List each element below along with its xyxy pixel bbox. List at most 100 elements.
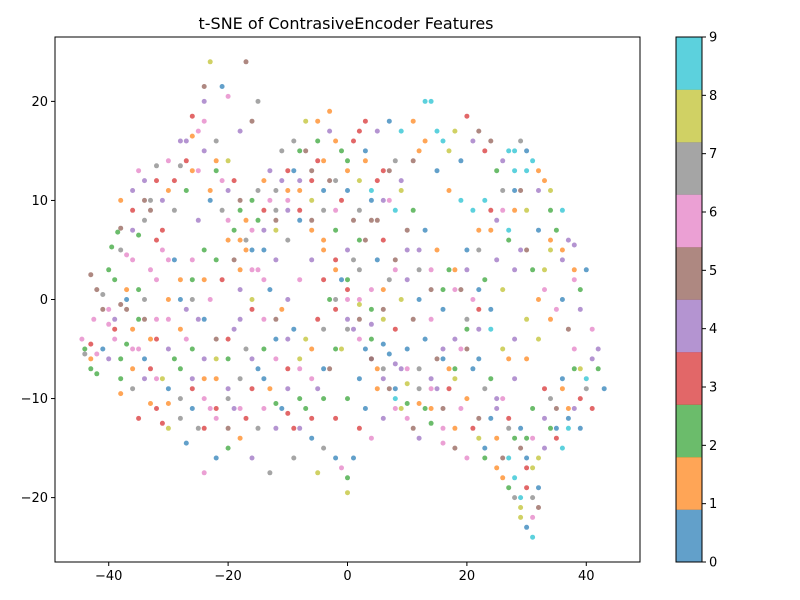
data-point [464,316,470,322]
data-point [476,287,482,293]
data-point [440,406,446,411]
data-point [165,297,171,302]
data-point [368,217,374,223]
data-point [470,425,476,431]
data-point [386,168,392,174]
data-point [201,277,207,283]
data-point [518,425,524,431]
data-point [243,217,249,223]
data-point [189,277,195,283]
colorbar-tick-label: 1 [709,497,717,512]
data-point [476,435,482,441]
data-point [237,128,243,134]
y-axis: −20 −10 0 10 20 [21,95,55,506]
data-point [440,138,446,144]
x-axis: −40 −20 0 20 40 [95,562,595,584]
data-point [327,178,333,184]
data-point [559,386,565,392]
data-point [219,178,225,184]
data-point [356,297,362,302]
data-point [428,287,434,293]
data-point [183,440,189,446]
data-point [524,356,530,362]
data-point [398,406,404,411]
data-point [542,287,547,293]
data-point [392,386,398,392]
data-point [88,272,94,278]
data-point [428,267,434,273]
data-point [434,386,440,392]
data-point [177,138,183,144]
data-point [530,465,536,471]
data-point [452,128,458,134]
data-point [398,297,404,302]
data-point [345,158,350,164]
data-point [565,326,571,332]
data-point [374,366,380,372]
data-point [124,306,130,312]
data-point [404,366,410,372]
data-point [118,356,124,362]
data-point [321,396,327,402]
data-point [524,465,530,471]
data-point [464,326,470,332]
data-point [315,316,321,322]
data-point [231,178,237,184]
data-point [321,247,327,253]
data-point [548,207,553,213]
data-point [518,188,524,193]
data-point [303,336,309,342]
data-point [512,168,518,174]
data-point [548,188,553,193]
data-point [189,406,195,411]
data-point [476,356,482,362]
data-point [422,138,428,144]
data-point [446,267,452,273]
data-point [285,197,291,203]
data-point [452,366,458,372]
data-point [106,356,112,362]
data-point [297,396,303,402]
data-point [494,168,500,174]
data-point [267,168,273,174]
data-point [494,257,500,263]
data-point [297,425,303,431]
data-point [273,356,279,362]
data-point [559,247,565,253]
data-point [106,267,112,273]
data-point [177,396,183,402]
data-point [524,485,530,491]
data-point [124,252,130,258]
data-point [524,207,530,213]
data-point [464,455,470,461]
data-point [368,321,374,327]
data-point [571,366,577,372]
y-tick-label: −20 [21,491,48,506]
data-point [291,138,297,144]
data-point [249,247,255,253]
data-point [446,386,452,392]
colorbar-segment [676,89,702,143]
data-point [428,376,434,382]
data-point [201,98,207,104]
data-point [518,445,524,451]
data-point [452,287,458,293]
data-point [458,287,464,293]
data-point [225,237,231,243]
data-point [548,396,553,402]
data-point [165,346,171,352]
data-point [345,396,350,402]
data-point [506,425,512,431]
data-point [345,277,350,283]
data-point [279,406,285,411]
data-point [225,425,231,431]
data-point [583,386,589,392]
data-point [368,435,374,441]
data-point [285,237,291,243]
data-point [297,277,303,283]
data-point [356,336,362,342]
data-point [345,247,350,253]
data-point [213,257,219,263]
data-point [458,197,464,203]
data-point [392,207,398,213]
